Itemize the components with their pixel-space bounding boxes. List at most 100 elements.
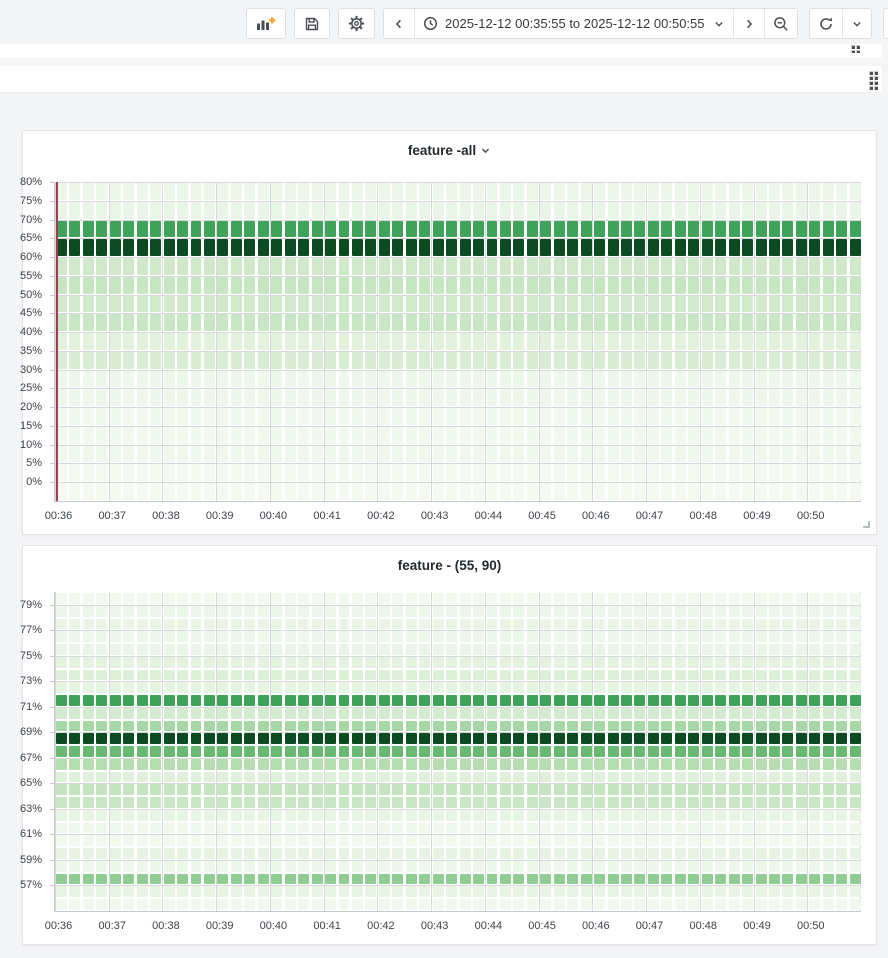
heatmap-cell (338, 797, 350, 808)
chevron-right-icon (742, 17, 756, 31)
heatmap-cell (123, 797, 135, 808)
heatmap-cell (782, 822, 794, 834)
cycle-view-mode-button[interactable] (882, 8, 888, 39)
heatmap-cell (607, 860, 619, 872)
row-drag-handle[interactable] (868, 71, 878, 90)
heatmap-cell (486, 771, 498, 783)
heatmap-cell (378, 314, 390, 332)
refresh-interval-button[interactable] (841, 9, 871, 38)
heatmap-cell (728, 426, 740, 444)
refresh-button[interactable] (809, 9, 842, 38)
heatmap-cell (419, 809, 431, 821)
time-range-forward-button[interactable] (732, 9, 764, 38)
heatmap-cell (190, 809, 202, 821)
heatmap-cell (325, 618, 337, 630)
heatmap-cell (150, 183, 162, 200)
heatmap-cell (688, 873, 700, 885)
heatmap-cell (190, 797, 202, 808)
heatmap-cell (822, 276, 834, 294)
heatmap-cell (82, 333, 94, 350)
heatmap-cell (338, 445, 350, 463)
heatmap-cell (150, 389, 162, 407)
heatmap-cell (351, 370, 363, 388)
heatmap-cell (567, 695, 579, 706)
heatmap-plot-area[interactable] (50, 182, 861, 502)
heatmap-cell (701, 822, 713, 834)
y-axis-tick-label: 79% (19, 598, 42, 611)
heatmap-cell (499, 408, 511, 425)
panel-resize-handle[interactable] (863, 521, 870, 528)
heatmap-cell (769, 860, 780, 872)
x-axis-tick-label: 00:45 (528, 920, 556, 932)
heatmap-cell (203, 860, 215, 872)
panel-menu-caret-icon[interactable] (480, 145, 491, 156)
heatmap-cell (190, 822, 202, 834)
heatmap-cell (782, 631, 794, 643)
heatmap-row (56, 707, 861, 720)
heatmap-cell (419, 239, 431, 257)
heatmap-cell (123, 848, 135, 859)
heatmap-cell (688, 464, 700, 482)
heatmap-cell (473, 784, 484, 796)
heatmap-cell (82, 258, 94, 275)
heatmap-cell (715, 886, 727, 898)
heatmap-cell (607, 707, 619, 719)
heatmap-cell (69, 644, 81, 655)
heatmap-cell (553, 258, 565, 275)
heatmap-cell (190, 295, 202, 313)
heatmap-cell (661, 886, 673, 898)
gridline-horizontal (55, 200, 861, 202)
row-drag-handle[interactable] (850, 45, 860, 53)
heatmap-cell (594, 333, 606, 350)
heatmap-cell (338, 483, 350, 500)
panel-title-button[interactable]: feature - (55, 90) (23, 552, 876, 578)
heatmap-cell (338, 822, 350, 834)
save-dashboard-button[interactable] (294, 8, 330, 39)
heatmap-cell (271, 746, 283, 757)
heatmap-cell (311, 426, 323, 444)
heatmap-cell (163, 848, 175, 859)
time-range-back-button[interactable] (384, 9, 414, 38)
heatmap-cell (647, 426, 659, 444)
heatmap-cell (607, 314, 619, 332)
heatmap-cell (56, 605, 67, 617)
gridline-horizontal (55, 219, 861, 221)
heatmap-cell (96, 720, 108, 732)
heatmap-cell (473, 746, 484, 757)
heatmap-cell (365, 351, 377, 369)
heatmap-cell (661, 333, 673, 350)
heatmap-cell (244, 860, 256, 872)
heatmap-cell (150, 593, 162, 604)
toolbar-spacer (330, 8, 338, 39)
heatmap-cell (419, 644, 431, 655)
dashboard-settings-button[interactable] (338, 8, 375, 39)
heatmap-cell (96, 333, 108, 350)
heatmap-plot-area[interactable] (50, 592, 861, 912)
heatmap-cell (809, 314, 821, 332)
gridline-vertical (592, 592, 594, 911)
add-panel-button[interactable] (246, 8, 286, 39)
heatmap-cell (715, 720, 727, 732)
heatmap-cell (836, 886, 848, 898)
gridline-vertical (216, 592, 218, 911)
heatmap-cell (755, 351, 767, 369)
panel-title-button[interactable]: feature -all (23, 137, 876, 163)
heatmap-cell (123, 720, 135, 732)
heatmap-cell (715, 707, 727, 719)
zoom-out-time-button[interactable] (763, 9, 797, 38)
heatmap-cell (715, 682, 727, 694)
annotation-line[interactable] (56, 182, 58, 501)
time-range-picker-button[interactable]: 2025-12-12 00:35:55 to 2025-12-12 00:50:… (414, 9, 733, 38)
heatmap-cell (473, 201, 484, 219)
heatmap-cell (701, 656, 713, 668)
heatmap-cell (284, 707, 296, 719)
heatmap-cell (473, 618, 484, 630)
heatmap-cell (432, 860, 444, 872)
heatmap-cell (351, 746, 363, 757)
heatmap-cell (109, 695, 121, 706)
heatmap-cell (392, 860, 404, 872)
heatmap-cell (567, 848, 579, 859)
heatmap-cell (849, 239, 861, 257)
heatmap-cell (177, 771, 189, 783)
gridline-horizontal (55, 732, 861, 734)
